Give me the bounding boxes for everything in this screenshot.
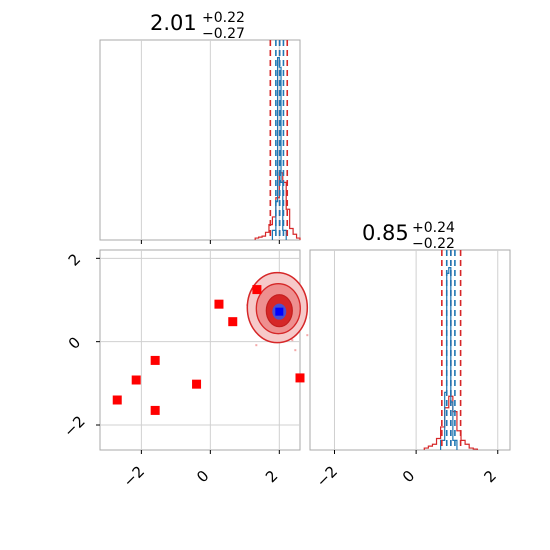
scatter-point xyxy=(131,375,141,385)
scatter-point xyxy=(192,379,202,389)
y-ticks: −2 0 2 xyxy=(60,250,100,441)
x-ticks: −2 0 2 xyxy=(120,450,282,491)
x-tick-label: 0 xyxy=(399,467,418,486)
y-tick-label: −2 xyxy=(60,412,88,440)
quantile-lines xyxy=(441,250,462,450)
panel-top-left: 2.01 +0.22 −0.27 xyxy=(99,10,301,244)
title-minus: −0.27 xyxy=(202,26,245,42)
scatter-point xyxy=(150,355,160,365)
scatter-point xyxy=(150,405,160,415)
x-tick-label: 2 xyxy=(262,467,281,486)
scatter-points xyxy=(112,285,305,415)
title-minus: −0.22 xyxy=(412,236,455,252)
x-tick-label: 2 xyxy=(480,467,499,486)
sample-point xyxy=(294,349,297,352)
histogram-steps xyxy=(423,267,478,450)
scatter-point xyxy=(112,395,122,405)
panel-title: 0.85 +0.24 −0.22 xyxy=(362,220,455,252)
scatter-point xyxy=(295,373,305,383)
panel-frame xyxy=(309,249,511,451)
density-contours xyxy=(234,271,324,352)
histogram-series xyxy=(440,267,458,450)
panel-frame xyxy=(99,39,301,241)
scatter-point xyxy=(252,285,262,295)
title-plus: +0.22 xyxy=(202,10,245,26)
center-marker xyxy=(275,307,284,316)
panel-bottom-left: −2 0 2 −2 0 2 xyxy=(60,249,324,491)
sample-point xyxy=(255,344,258,347)
x-ticks: −2 0 2 xyxy=(313,450,500,491)
quantile-lines xyxy=(269,40,289,240)
x-ticks xyxy=(140,240,280,244)
panel-bottom-right: 0.85 +0.24 −0.22 −2 0 2 xyxy=(309,220,511,491)
title-plus: +0.24 xyxy=(412,220,455,236)
x-tick-label: −2 xyxy=(120,462,148,490)
sample-point xyxy=(306,334,309,337)
panel-title: 2.01 +0.22 −0.27 xyxy=(150,10,245,42)
sample-point xyxy=(291,339,294,342)
title-value: 0.85 xyxy=(362,221,409,245)
scatter-point xyxy=(228,317,238,327)
scatter-point xyxy=(214,299,224,309)
x-tick-label: 0 xyxy=(193,467,212,486)
x-tick-label: −2 xyxy=(313,462,341,490)
title-value: 2.01 xyxy=(150,11,197,35)
grid xyxy=(333,250,499,450)
y-tick-label: 0 xyxy=(65,333,84,352)
y-tick-label: 2 xyxy=(65,250,84,269)
